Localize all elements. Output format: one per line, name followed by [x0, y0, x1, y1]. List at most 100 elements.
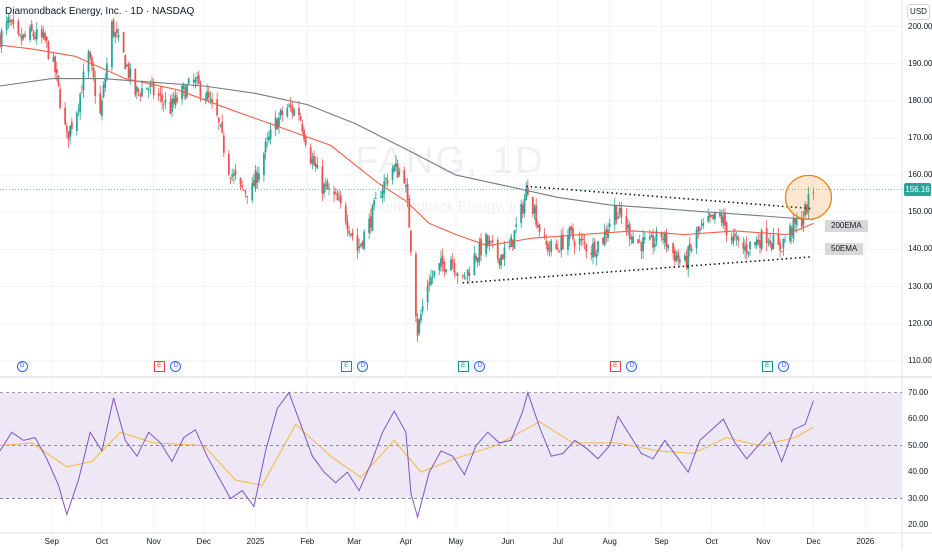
- candle-body: [593, 241, 596, 256]
- candle-body: [485, 233, 487, 254]
- y-tick-label: 160.00: [908, 170, 932, 180]
- candle-body: [590, 252, 593, 255]
- candle-body: [373, 200, 376, 206]
- candle-body: [29, 27, 31, 40]
- candle-body: [700, 224, 703, 225]
- candle-body: [707, 215, 710, 222]
- candle-body: [384, 178, 387, 180]
- candle-body: [513, 230, 516, 249]
- candle-body: [209, 98, 212, 101]
- candle-body: [548, 247, 551, 249]
- candle-body: [242, 190, 245, 191]
- candle-body: [531, 196, 534, 214]
- candle-body: [24, 34, 26, 37]
- x-tick-label: Aug: [602, 537, 617, 546]
- candle-body: [410, 230, 412, 252]
- candle-body: [488, 240, 491, 245]
- candle-body: [648, 236, 651, 240]
- y-tick-label: 200.00: [908, 21, 932, 31]
- candle-body: [222, 135, 225, 153]
- candle-body: [42, 32, 45, 38]
- candle-body: [737, 237, 740, 241]
- candle-body: [525, 188, 528, 201]
- candle-body: [149, 84, 152, 88]
- candle-body: [90, 57, 93, 67]
- candle-body: [602, 237, 604, 244]
- candle-body: [394, 163, 397, 168]
- candle-body: [486, 235, 489, 246]
- candle-body: [445, 269, 447, 273]
- candle-body: [475, 256, 477, 260]
- candle-body: [126, 64, 128, 67]
- candle-body: [536, 225, 539, 228]
- candle-body: [421, 306, 424, 312]
- candle-body: [77, 109, 80, 111]
- candle-body: [346, 221, 349, 230]
- candle-body: [122, 32, 125, 53]
- candle-body: [420, 314, 422, 321]
- candle-body: [538, 224, 541, 233]
- candle-body: [67, 130, 70, 141]
- candle-body: [521, 205, 524, 214]
- candle-body: [47, 41, 50, 60]
- rsi-tick-label: 50.00: [908, 440, 929, 450]
- candle-body: [339, 195, 342, 204]
- candle-body: [252, 180, 255, 187]
- candle-body: [550, 240, 553, 253]
- candle-body: [433, 270, 436, 277]
- candle-body: [89, 52, 92, 58]
- candle-body: [568, 227, 571, 239]
- candle-body: [724, 213, 726, 226]
- candle-body: [732, 236, 735, 244]
- candle-body: [428, 282, 431, 286]
- candle-body: [572, 228, 574, 239]
- candle-body: [99, 93, 102, 114]
- y-tick-label: 170.00: [908, 133, 932, 142]
- candle-body: [112, 20, 115, 37]
- candle-body: [672, 243, 675, 254]
- candle-body: [745, 244, 748, 253]
- x-tick-label: May: [448, 537, 464, 546]
- candle-body: [314, 163, 317, 168]
- candle-body: [555, 243, 558, 249]
- candle-body: [161, 94, 163, 102]
- candle-body: [301, 123, 304, 132]
- earnings-event-marker: E: [609, 361, 621, 372]
- candle-body: [229, 177, 232, 180]
- dividend-event-marker: D: [626, 361, 638, 372]
- candle-body: [441, 255, 444, 264]
- y-tick-label: 180.00: [908, 95, 932, 105]
- candle-body: [620, 207, 623, 218]
- candle-body: [722, 216, 725, 225]
- candle-body: [500, 254, 503, 266]
- candle-body: [391, 168, 394, 180]
- candle-body: [19, 34, 21, 36]
- candle-body: [772, 235, 775, 250]
- candle-body: [334, 192, 337, 194]
- ema50-line: [0, 44, 814, 247]
- candle-body: [159, 93, 162, 95]
- candle-body: [363, 231, 366, 250]
- candle-body: [802, 218, 805, 226]
- candle-body: [652, 235, 655, 248]
- candle-body: [430, 277, 432, 285]
- candle-body: [299, 116, 302, 121]
- last-price-tag: 156.16: [904, 182, 931, 196]
- candle-body: [221, 122, 224, 132]
- candle-body: [92, 67, 95, 78]
- candle-body: [543, 235, 546, 238]
- candle-body: [546, 243, 549, 252]
- x-tick-label: Apr: [399, 537, 413, 546]
- candle-body: [461, 275, 464, 277]
- candle-body: [675, 255, 678, 262]
- candle-body: [406, 183, 409, 201]
- currency-button[interactable]: USD: [907, 4, 930, 20]
- candle-body: [104, 78, 107, 88]
- candle-body: [368, 218, 371, 233]
- candle-body: [712, 214, 715, 220]
- candle-body: [102, 85, 105, 97]
- candle-body: [348, 230, 351, 234]
- candle-body: [498, 258, 501, 265]
- candle-body: [358, 246, 361, 249]
